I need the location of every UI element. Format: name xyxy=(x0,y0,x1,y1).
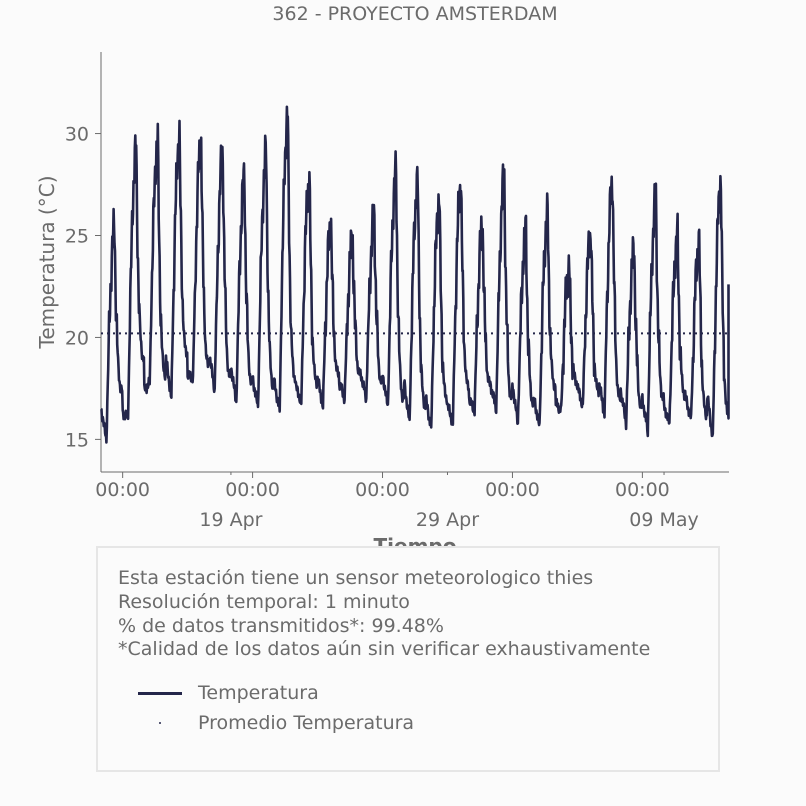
y-tick-label: 30 xyxy=(65,124,89,146)
legend-item-promedio: Promedio Temperatura xyxy=(138,711,414,735)
legend-item-temperatura: Temperatura xyxy=(138,681,319,705)
y-tick-label: 25 xyxy=(65,225,89,247)
info-station-text: Esta estación tiene un sensor meteorolog… xyxy=(118,567,594,589)
info-legend-box: Esta estación tiene un sensor meteorolog… xyxy=(96,546,720,772)
x-tick-label-time: 00:00 xyxy=(225,479,280,501)
x-tick-label-time: 00:00 xyxy=(355,479,410,501)
x-tick-label-time: 00:00 xyxy=(485,479,540,501)
x-tick-label-date: 29 Apr xyxy=(416,509,479,531)
x-tick-label-date: 09 May xyxy=(629,509,699,531)
info-resolution-text: Resolución temporal: 1 minuto xyxy=(118,591,410,613)
info-quality-note: *Calidad de los datos aún sin verificar … xyxy=(118,638,651,660)
info-transmission-text: % de datos transmitidos*: 99.48% xyxy=(118,615,444,637)
legend-label-temperatura: Temperatura xyxy=(198,682,319,704)
legend-label-promedio: Promedio Temperatura xyxy=(198,712,415,734)
y-axis-label: Temperatura (°C) xyxy=(35,175,59,349)
x-tick-label-time: 00:00 xyxy=(615,479,670,501)
x-tick-label-date: 19 Apr xyxy=(199,509,262,531)
x-tick-label-time: 00:00 xyxy=(95,479,150,501)
temperature-line xyxy=(100,105,730,444)
y-tick-label: 15 xyxy=(65,429,89,451)
chart-title: 362 - PROYECTO AMSTERDAM xyxy=(272,3,557,25)
legend-dot-swatch xyxy=(138,711,184,735)
legend-line-swatch xyxy=(138,681,184,705)
y-tick-label: 20 xyxy=(65,327,89,349)
